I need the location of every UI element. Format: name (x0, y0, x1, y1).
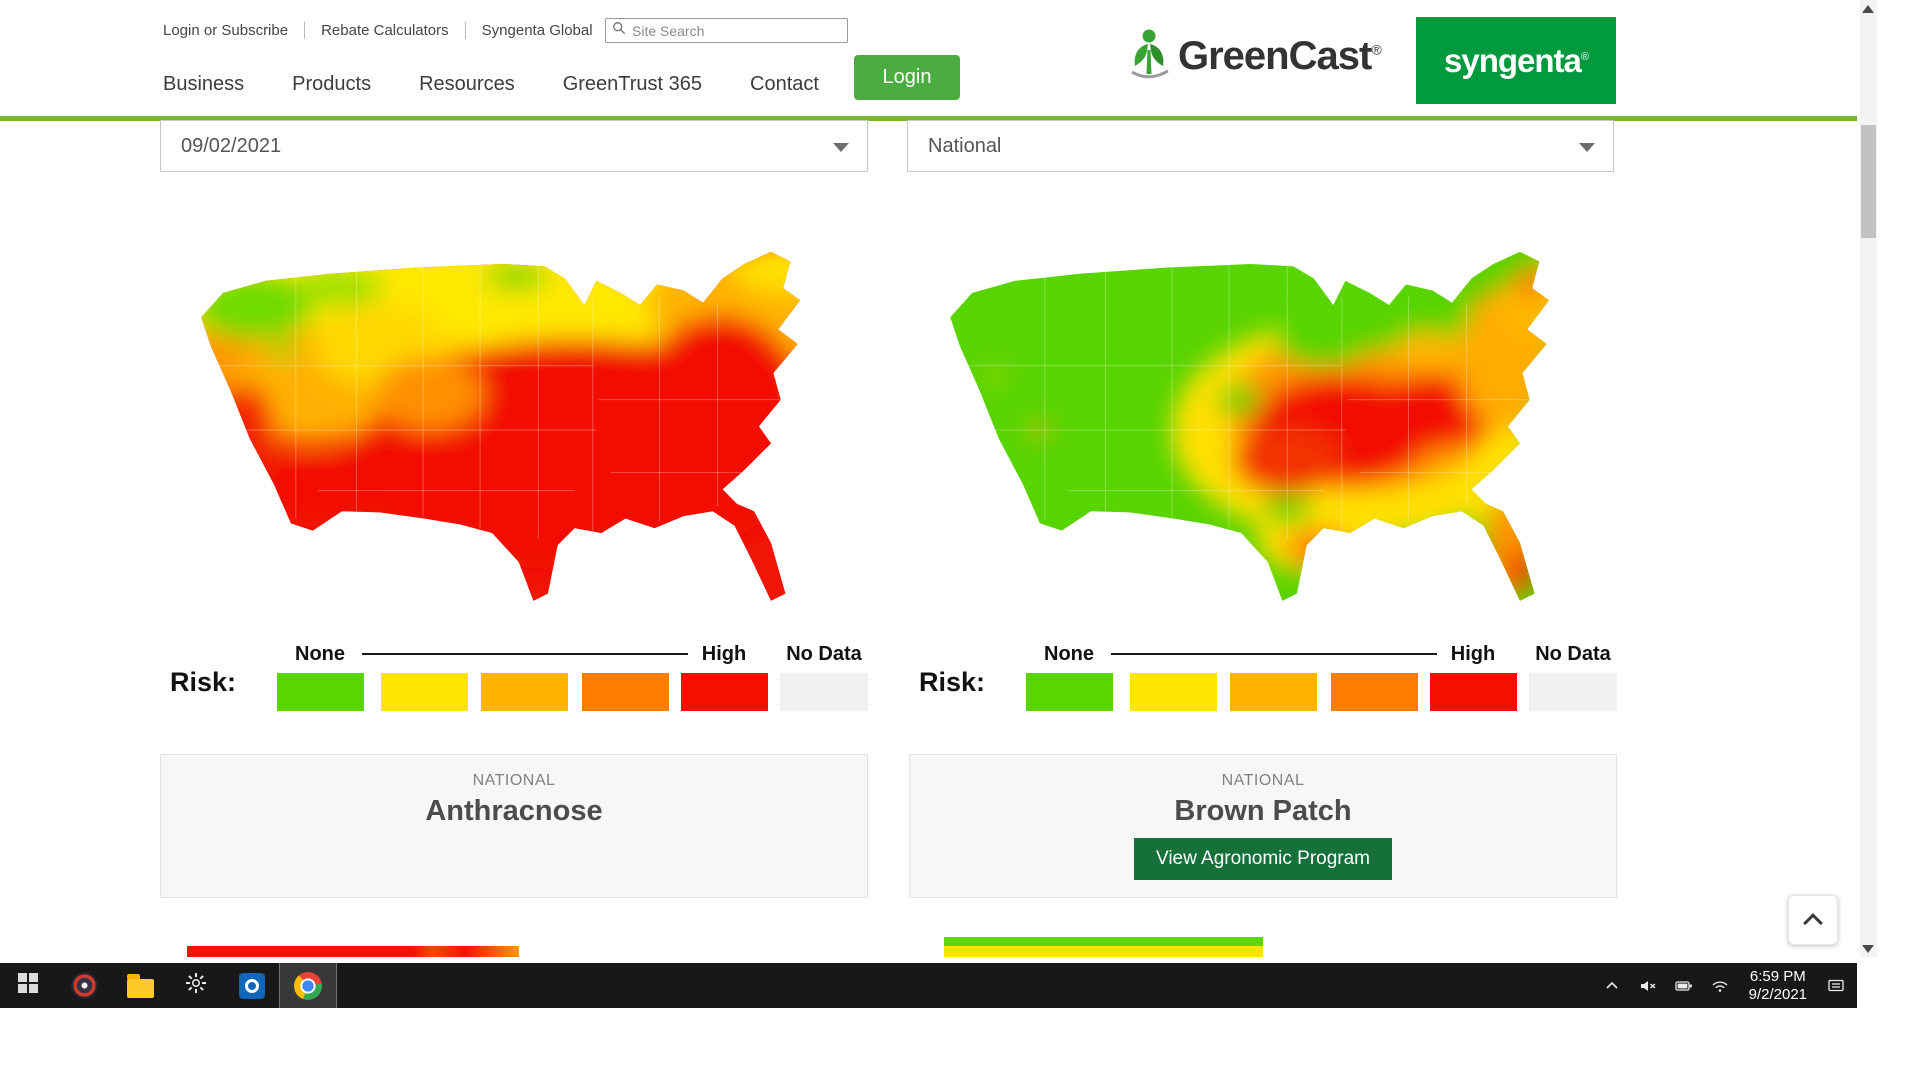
legend-swatch-elevated (582, 673, 669, 711)
next-map-partial-left (187, 946, 519, 957)
scrollbar-thumb[interactable] (1861, 125, 1876, 238)
nav-business[interactable]: Business (163, 72, 245, 95)
windows-taskbar: 6:59 PM 9/2/2021 (0, 962, 1857, 1009)
legend-swatch-elevated (1331, 673, 1418, 711)
view-agronomic-program-button[interactable]: View Agronomic Program (1133, 838, 1393, 880)
card-region-label: NATIONAL (1221, 772, 1305, 789)
anthracnose-card: NATIONAL Anthracnose (160, 754, 868, 898)
battery-icon[interactable] (1671, 963, 1697, 1008)
nav-products[interactable]: Products (292, 72, 372, 95)
chrome-icon (294, 971, 322, 1000)
risk-label: Risk: (919, 667, 986, 697)
screen-bottom-margin (0, 1008, 1920, 1080)
greencast-registered-mark: ® (1371, 41, 1381, 58)
login-or-subscribe-link[interactable]: Login or Subscribe (163, 21, 306, 39)
risk-legend: Risk: None High No Data (160, 641, 868, 736)
brown-patch-card: NATIONAL Brown Patch View Agronomic Prog… (909, 754, 1617, 898)
card-region-label: NATIONAL (472, 772, 556, 789)
nav-resources[interactable]: Resources (419, 72, 515, 95)
legend-swatch-nodata (1529, 673, 1617, 711)
legend-swatch-none (1026, 673, 1113, 711)
search-icon (612, 21, 626, 40)
tray-chevron-up-icon[interactable] (1599, 963, 1625, 1008)
chevron-down-icon (1579, 143, 1595, 152)
file-explorer-button[interactable] (112, 963, 168, 1008)
legend-nodata-label: No Data (1535, 643, 1611, 665)
anthracnose-column: Risk: None High No Data NATIONAL Anthrac… (160, 229, 868, 898)
scrollbar-up-arrow[interactable] (1862, 5, 1874, 13)
scrollbar-down-arrow[interactable] (1862, 945, 1874, 953)
page-scrollbar[interactable] (1860, 0, 1877, 957)
chevron-up-icon (1803, 913, 1823, 933)
nav-contact[interactable]: Contact (750, 72, 819, 95)
legend-swatch-medium (481, 673, 568, 711)
search-input[interactable] (632, 22, 832, 39)
syngenta-registered-mark: ® (1580, 50, 1589, 63)
media-app-button[interactable] (56, 963, 112, 1008)
clock-time: 6:59 PM (1749, 967, 1806, 985)
screen-right-margin (1878, 0, 1920, 1080)
media-app-icon (70, 972, 98, 999)
network-icon[interactable] (1707, 963, 1733, 1008)
clock-date: 9/2/2021 (1748, 985, 1807, 1003)
date-dropdown-value: 09/02/2021 (181, 134, 282, 157)
utility-nav: Login or Subscribe Rebate Calculators Sy… (163, 14, 610, 46)
legend-swatch-high (1430, 673, 1517, 711)
legend-none-label: None (1044, 643, 1094, 665)
main-nav: Business Products Resources GreenTrust 3… (163, 56, 819, 112)
risk-label: Risk: (170, 667, 237, 697)
date-dropdown[interactable]: 09/02/2021 (160, 120, 868, 172)
greencast-logo-icon (1128, 26, 1170, 87)
nav-greentrust-365[interactable]: GreenTrust 365 (562, 72, 703, 95)
legend-none-label: None (295, 643, 345, 665)
risk-legend: Risk: None High No Data (909, 641, 1617, 736)
legend-swatch-low (1130, 673, 1217, 711)
gear-icon (184, 971, 208, 1000)
next-map-partial-right (944, 937, 1263, 957)
legend-swatch-nodata (780, 673, 868, 711)
outlook-icon (239, 972, 265, 999)
legend-swatch-none (277, 673, 364, 711)
action-center-icon[interactable] (1823, 963, 1849, 1008)
legend-scale-line (362, 653, 688, 655)
scroll-to-top-button[interactable] (1788, 895, 1838, 945)
site-search[interactable] (605, 18, 848, 43)
legend-high-label: High (1450, 643, 1496, 665)
system-tray: 6:59 PM 9/2/2021 (1599, 963, 1849, 1008)
anthracnose-card-title[interactable]: Anthracnose (425, 795, 603, 827)
chevron-down-icon (833, 143, 849, 152)
brown-patch-card-title[interactable]: Brown Patch (1174, 795, 1352, 827)
browser-page: Login or Subscribe Rebate Calculators Sy… (0, 0, 1878, 957)
region-dropdown[interactable]: National (907, 120, 1614, 172)
anthracnose-risk-map[interactable] (160, 229, 868, 631)
volume-muted-icon[interactable] (1635, 963, 1661, 1008)
greencast-wordmark: GreenCast® (1178, 34, 1382, 78)
outlook-button[interactable] (224, 963, 280, 1008)
syngenta-wordmark: syngenta® (1444, 41, 1589, 79)
login-button[interactable]: Login (854, 55, 960, 100)
taskbar-clock[interactable]: 6:59 PM 9/2/2021 (1743, 968, 1813, 1004)
start-button[interactable] (0, 963, 56, 1008)
legend-swatch-medium (1230, 673, 1317, 711)
file-explorer-icon (126, 974, 154, 998)
legend-high-label: High (701, 643, 747, 665)
region-dropdown-value: National (928, 134, 1002, 157)
legend-swatch-low (381, 673, 468, 711)
settings-button[interactable] (168, 963, 224, 1008)
brown-patch-risk-map[interactable] (909, 229, 1617, 631)
syngenta-global-link[interactable]: Syngenta Global (466, 21, 610, 39)
brown-patch-column: Risk: None High No Data NATIONAL Brown P… (909, 229, 1617, 898)
greencast-logo[interactable]: GreenCast® (1128, 26, 1382, 87)
windows-start-icon (17, 972, 39, 999)
chrome-button[interactable] (279, 962, 337, 1009)
legend-nodata-label: No Data (786, 643, 862, 665)
green-divider (0, 116, 1857, 121)
syngenta-logo[interactable]: syngenta® (1416, 17, 1616, 104)
rebate-calculators-link[interactable]: Rebate Calculators (305, 21, 466, 39)
legend-scale-line (1111, 653, 1437, 655)
legend-swatch-high (681, 673, 768, 711)
